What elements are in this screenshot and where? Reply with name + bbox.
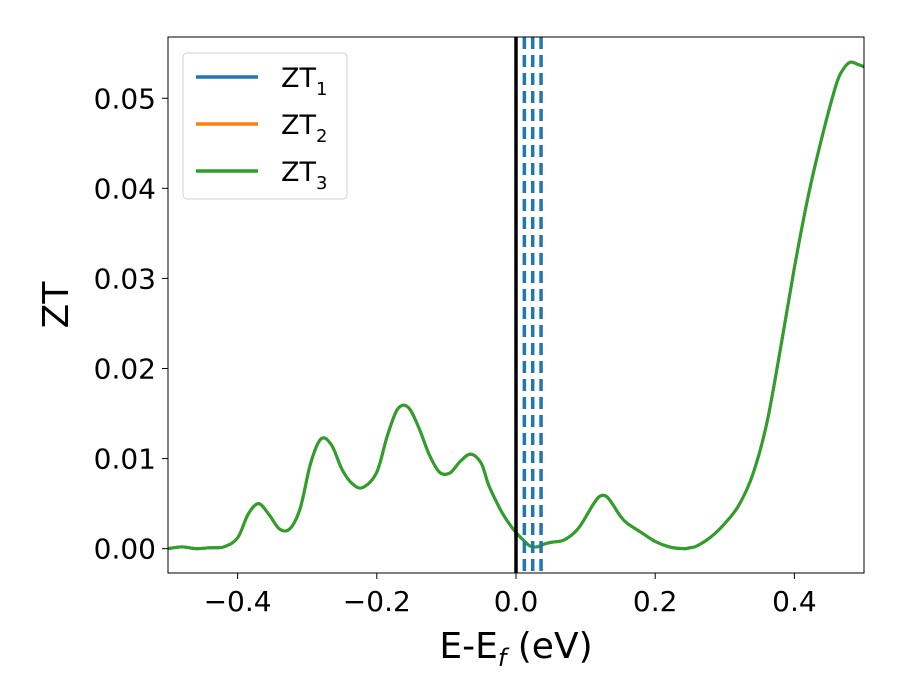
y-tick-label: 0.05 xyxy=(94,82,156,115)
y-tick-label: 0.01 xyxy=(94,443,156,476)
y-tick-label: 0.02 xyxy=(94,353,156,386)
y-tick-label: 0.04 xyxy=(94,172,156,205)
x-tick-label: 0.0 xyxy=(494,585,539,618)
y-tick-label: 0.00 xyxy=(94,533,156,566)
y-axis: 0.00 0.01 0.02 0.03 0.04 0.05 xyxy=(94,82,168,566)
y-axis-title: ZT xyxy=(36,281,77,329)
y-tick-label: 0.03 xyxy=(94,262,156,295)
legend: ZT1 ZT2 ZT3 xyxy=(182,52,348,200)
x-tick-label: −0.2 xyxy=(343,585,411,618)
x-tick-label: −0.4 xyxy=(204,585,272,618)
legend-label-zt2: ZT2 xyxy=(281,110,327,147)
x-axis-title: E-Ef (eV) xyxy=(439,626,592,672)
x-tick-label: 0.2 xyxy=(633,585,678,618)
x-axis: −0.4 −0.2 0.0 0.2 0.4 xyxy=(204,573,817,618)
x-tick-label: 0.4 xyxy=(772,585,817,618)
x-axis-title-unit: (eV) xyxy=(506,626,592,667)
legend-label-zt1: ZT1 xyxy=(281,63,327,100)
legend-box xyxy=(182,52,348,200)
plot-area xyxy=(168,37,864,573)
legend-label-zt3: ZT3 xyxy=(281,157,327,194)
